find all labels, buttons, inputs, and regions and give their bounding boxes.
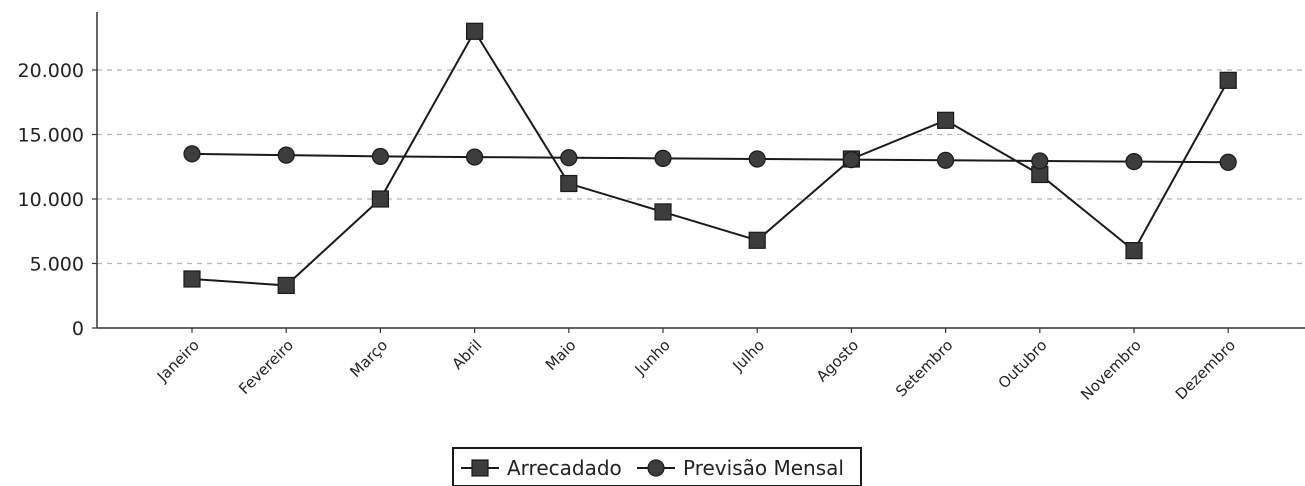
data-point-square: [466, 22, 484, 40]
x-tick-label: Fevereiro: [235, 336, 297, 398]
data-point-square: [1219, 71, 1237, 89]
series-previsao-mensal: [183, 145, 1237, 171]
data-point-circle: [183, 145, 201, 163]
data-point-square: [936, 111, 955, 129]
legend-entry-arrecadado: Arrecadado: [461, 456, 622, 480]
y-tick-label: 10.000: [18, 189, 84, 211]
data-point-circle: [654, 149, 672, 167]
legend-label: Arrecadado: [507, 456, 622, 480]
legend-entry-previsao-mensal: Previsão Mensal: [637, 456, 844, 480]
y-tick-label: 0: [72, 318, 84, 340]
y-tick-label: 15.000: [18, 125, 84, 147]
data-point-circle: [1125, 152, 1143, 171]
series-line: [191, 29, 1230, 287]
data-point-square: [371, 190, 389, 208]
data-point-circle: [936, 151, 955, 169]
series-line: [191, 152, 1229, 164]
x-tick-label: Junho: [631, 336, 674, 379]
data-point-circle: [560, 149, 578, 167]
legend-circle-marker: [647, 459, 665, 477]
x-tick-label: Abril: [448, 336, 485, 373]
series-lines: [183, 22, 1237, 295]
y-tick-labels: 0 5.000 10.000 15.000 20.000: [18, 60, 97, 340]
legend-square-marker: [471, 459, 489, 477]
data-point-circle: [1031, 152, 1049, 170]
data-point-square: [277, 276, 295, 295]
x-tick-label: Outubro: [995, 336, 1051, 392]
data-point-square: [1125, 242, 1143, 260]
gridlines: [97, 69, 1305, 265]
x-tick-label: Novembro: [1077, 336, 1145, 404]
x-tick-label: Maio: [542, 336, 580, 374]
x-tick-labels: Janeiro Fevereiro Março Abril Maio Junho Julho…: [153, 328, 1239, 404]
x-tick-label: Setembro: [892, 336, 956, 400]
data-point-square: [654, 203, 672, 221]
data-point-circle: [842, 151, 861, 169]
data-point-circle: [466, 148, 484, 166]
data-point-square: [560, 174, 578, 193]
axes: [96, 12, 1305, 329]
legend-label: Previsão Mensal: [683, 456, 844, 480]
x-tick-label: Agosto: [813, 336, 862, 385]
data-point-circle: [748, 150, 766, 168]
y-tick-label: 20.000: [18, 60, 84, 82]
x-tick-label: Dezembro: [1172, 336, 1239, 403]
data-point-circle: [277, 146, 295, 164]
data-point-square: [183, 270, 201, 288]
data-point-circle: [371, 147, 389, 166]
y-tick-label: 5.000: [30, 254, 84, 276]
data-point-circle: [1219, 153, 1237, 171]
data-point-square: [748, 231, 766, 249]
x-tick-label: Julho: [729, 336, 768, 375]
x-tick-label: Março: [346, 336, 391, 381]
legend: Arrecadado Previsão Mensal: [452, 447, 862, 486]
x-tick-label: Janeiro: [153, 336, 203, 386]
